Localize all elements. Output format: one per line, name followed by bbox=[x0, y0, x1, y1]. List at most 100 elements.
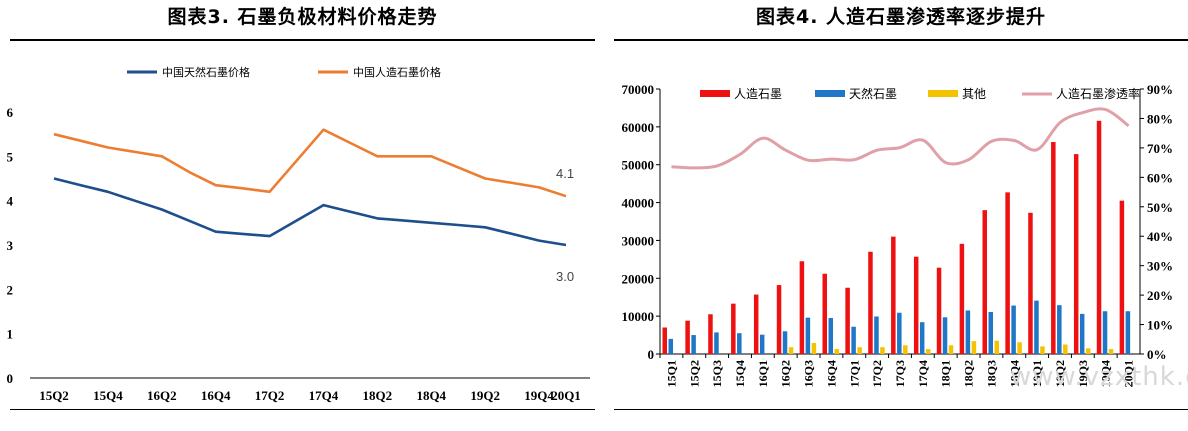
bar-artificial bbox=[1005, 192, 1010, 354]
bar-natural bbox=[1034, 300, 1039, 354]
y-tick-label: 60000 bbox=[622, 120, 655, 135]
x-tick-label: 20Q1 bbox=[1122, 360, 1136, 387]
x-tick-label: 19Q1 bbox=[1030, 360, 1044, 387]
series-line bbox=[53, 128, 567, 198]
bar-natural bbox=[1011, 305, 1016, 354]
x-tick-label: 18Q2 bbox=[363, 388, 393, 403]
y2-tick-label: 0% bbox=[1147, 347, 1167, 362]
bar-natural bbox=[737, 333, 742, 354]
bar-other bbox=[834, 349, 839, 354]
bar-artificial bbox=[685, 320, 690, 354]
left-bottom-rule bbox=[10, 409, 595, 410]
bar-other bbox=[811, 343, 817, 354]
bar-natural bbox=[874, 316, 879, 354]
x-tick-label: 19Q4 bbox=[524, 388, 554, 403]
bar-other bbox=[857, 347, 862, 354]
x-tick-label: 18Q4 bbox=[1007, 360, 1021, 387]
x-tick-label: 15Q1 bbox=[664, 360, 678, 387]
bar-artificial bbox=[1096, 120, 1102, 354]
x-tick-label: 15Q2 bbox=[39, 388, 69, 403]
bar-artificial bbox=[822, 273, 827, 354]
bar-artificial bbox=[845, 287, 850, 354]
bar-natural bbox=[1057, 305, 1062, 354]
bar-artificial bbox=[959, 243, 965, 354]
legend-label: 天然石墨 bbox=[849, 86, 897, 101]
legend-label: 中国人造石墨价格 bbox=[353, 65, 441, 79]
x-tick-label: 15Q2 bbox=[687, 360, 701, 387]
y-tick-label: 6 bbox=[7, 105, 14, 120]
bar-other bbox=[788, 347, 794, 354]
bar-other bbox=[948, 345, 954, 354]
y2-tick-label: 20% bbox=[1147, 288, 1173, 303]
x-tick-label: 19Q2 bbox=[470, 388, 500, 403]
bar-natural bbox=[965, 310, 971, 354]
series-line bbox=[53, 177, 567, 247]
left-chart-title: 图表3. 石墨负极材料价格走势 bbox=[167, 6, 438, 28]
x-tick-label: 15Q3 bbox=[710, 360, 724, 387]
legend-label: 人造石墨 bbox=[734, 87, 782, 101]
bar-natural bbox=[851, 326, 856, 354]
bar-artificial bbox=[1028, 212, 1033, 354]
y-tick-label: 2 bbox=[7, 282, 14, 297]
bar-natural bbox=[668, 338, 673, 354]
bar-natural bbox=[691, 335, 696, 354]
bar-artificial bbox=[1051, 142, 1056, 354]
bar-natural bbox=[1102, 311, 1108, 354]
legend-label: 中国天然石墨价格 bbox=[162, 65, 250, 79]
x-tick-label: 19Q4 bbox=[1099, 360, 1113, 387]
data-label-artificial-end: 4.1 bbox=[556, 166, 574, 181]
bar-natural bbox=[828, 318, 833, 354]
bar-natural bbox=[782, 331, 788, 354]
x-tick-label: 16Q1 bbox=[756, 360, 770, 387]
data-label-natural-end: 3.0 bbox=[556, 269, 574, 284]
bar-other bbox=[925, 349, 931, 354]
x-tick-label: 17Q4 bbox=[309, 388, 339, 403]
penetration-line bbox=[671, 107, 1130, 170]
left-title-rule bbox=[10, 39, 595, 41]
x-tick-label: 16Q2 bbox=[779, 360, 793, 387]
x-tick-label: 17Q4 bbox=[916, 360, 930, 387]
bar-natural bbox=[1125, 311, 1131, 354]
bar-artificial bbox=[936, 267, 942, 354]
bar-natural bbox=[919, 322, 925, 354]
y-tick-label: 70000 bbox=[622, 82, 655, 97]
x-tick-label: 18Q3 bbox=[984, 360, 998, 387]
x-tick-label: 15Q4 bbox=[733, 360, 747, 387]
x-tick-label: 19Q2 bbox=[1053, 360, 1067, 387]
bar-other bbox=[1017, 342, 1022, 354]
bar-natural bbox=[1079, 313, 1085, 354]
bar-artificial bbox=[1119, 200, 1125, 354]
bar-artificial bbox=[913, 256, 919, 354]
bar-artificial bbox=[776, 285, 782, 354]
x-tick-label: 16Q3 bbox=[802, 360, 816, 387]
bar-natural bbox=[988, 311, 993, 354]
bar-artificial bbox=[1073, 154, 1079, 354]
watermark: www.vzxthk.com bbox=[1010, 362, 1188, 392]
legend-swatch bbox=[928, 90, 958, 97]
y2-tick-label: 10% bbox=[1147, 318, 1173, 333]
y2-tick-label: 30% bbox=[1147, 259, 1173, 274]
bar-artificial bbox=[891, 236, 896, 354]
x-tick-label: 17Q2 bbox=[255, 388, 285, 403]
bar-natural bbox=[805, 317, 811, 354]
y-tick-label: 0 bbox=[7, 371, 14, 386]
bar-other bbox=[971, 341, 977, 354]
bar-natural bbox=[897, 312, 902, 354]
x-tick-label: 17Q2 bbox=[870, 360, 884, 387]
legend-swatch bbox=[815, 90, 845, 97]
y-tick-label: 5 bbox=[7, 149, 14, 164]
y-tick-label: 20000 bbox=[622, 271, 655, 286]
right-title-rule bbox=[614, 39, 1188, 41]
y2-tick-label: 90% bbox=[1147, 82, 1173, 97]
bar-other bbox=[880, 347, 885, 354]
y-tick-label: 40000 bbox=[622, 196, 655, 211]
bar-other bbox=[1108, 349, 1114, 354]
x-tick-label: 18Q2 bbox=[962, 360, 976, 387]
bar-other bbox=[1063, 344, 1068, 354]
x-tick-label: 18Q1 bbox=[939, 360, 953, 387]
bar-other bbox=[1040, 346, 1045, 354]
bar-natural bbox=[759, 334, 765, 354]
x-tick-label: 16Q4 bbox=[824, 360, 838, 387]
x-tick-label: 16Q4 bbox=[201, 388, 231, 403]
